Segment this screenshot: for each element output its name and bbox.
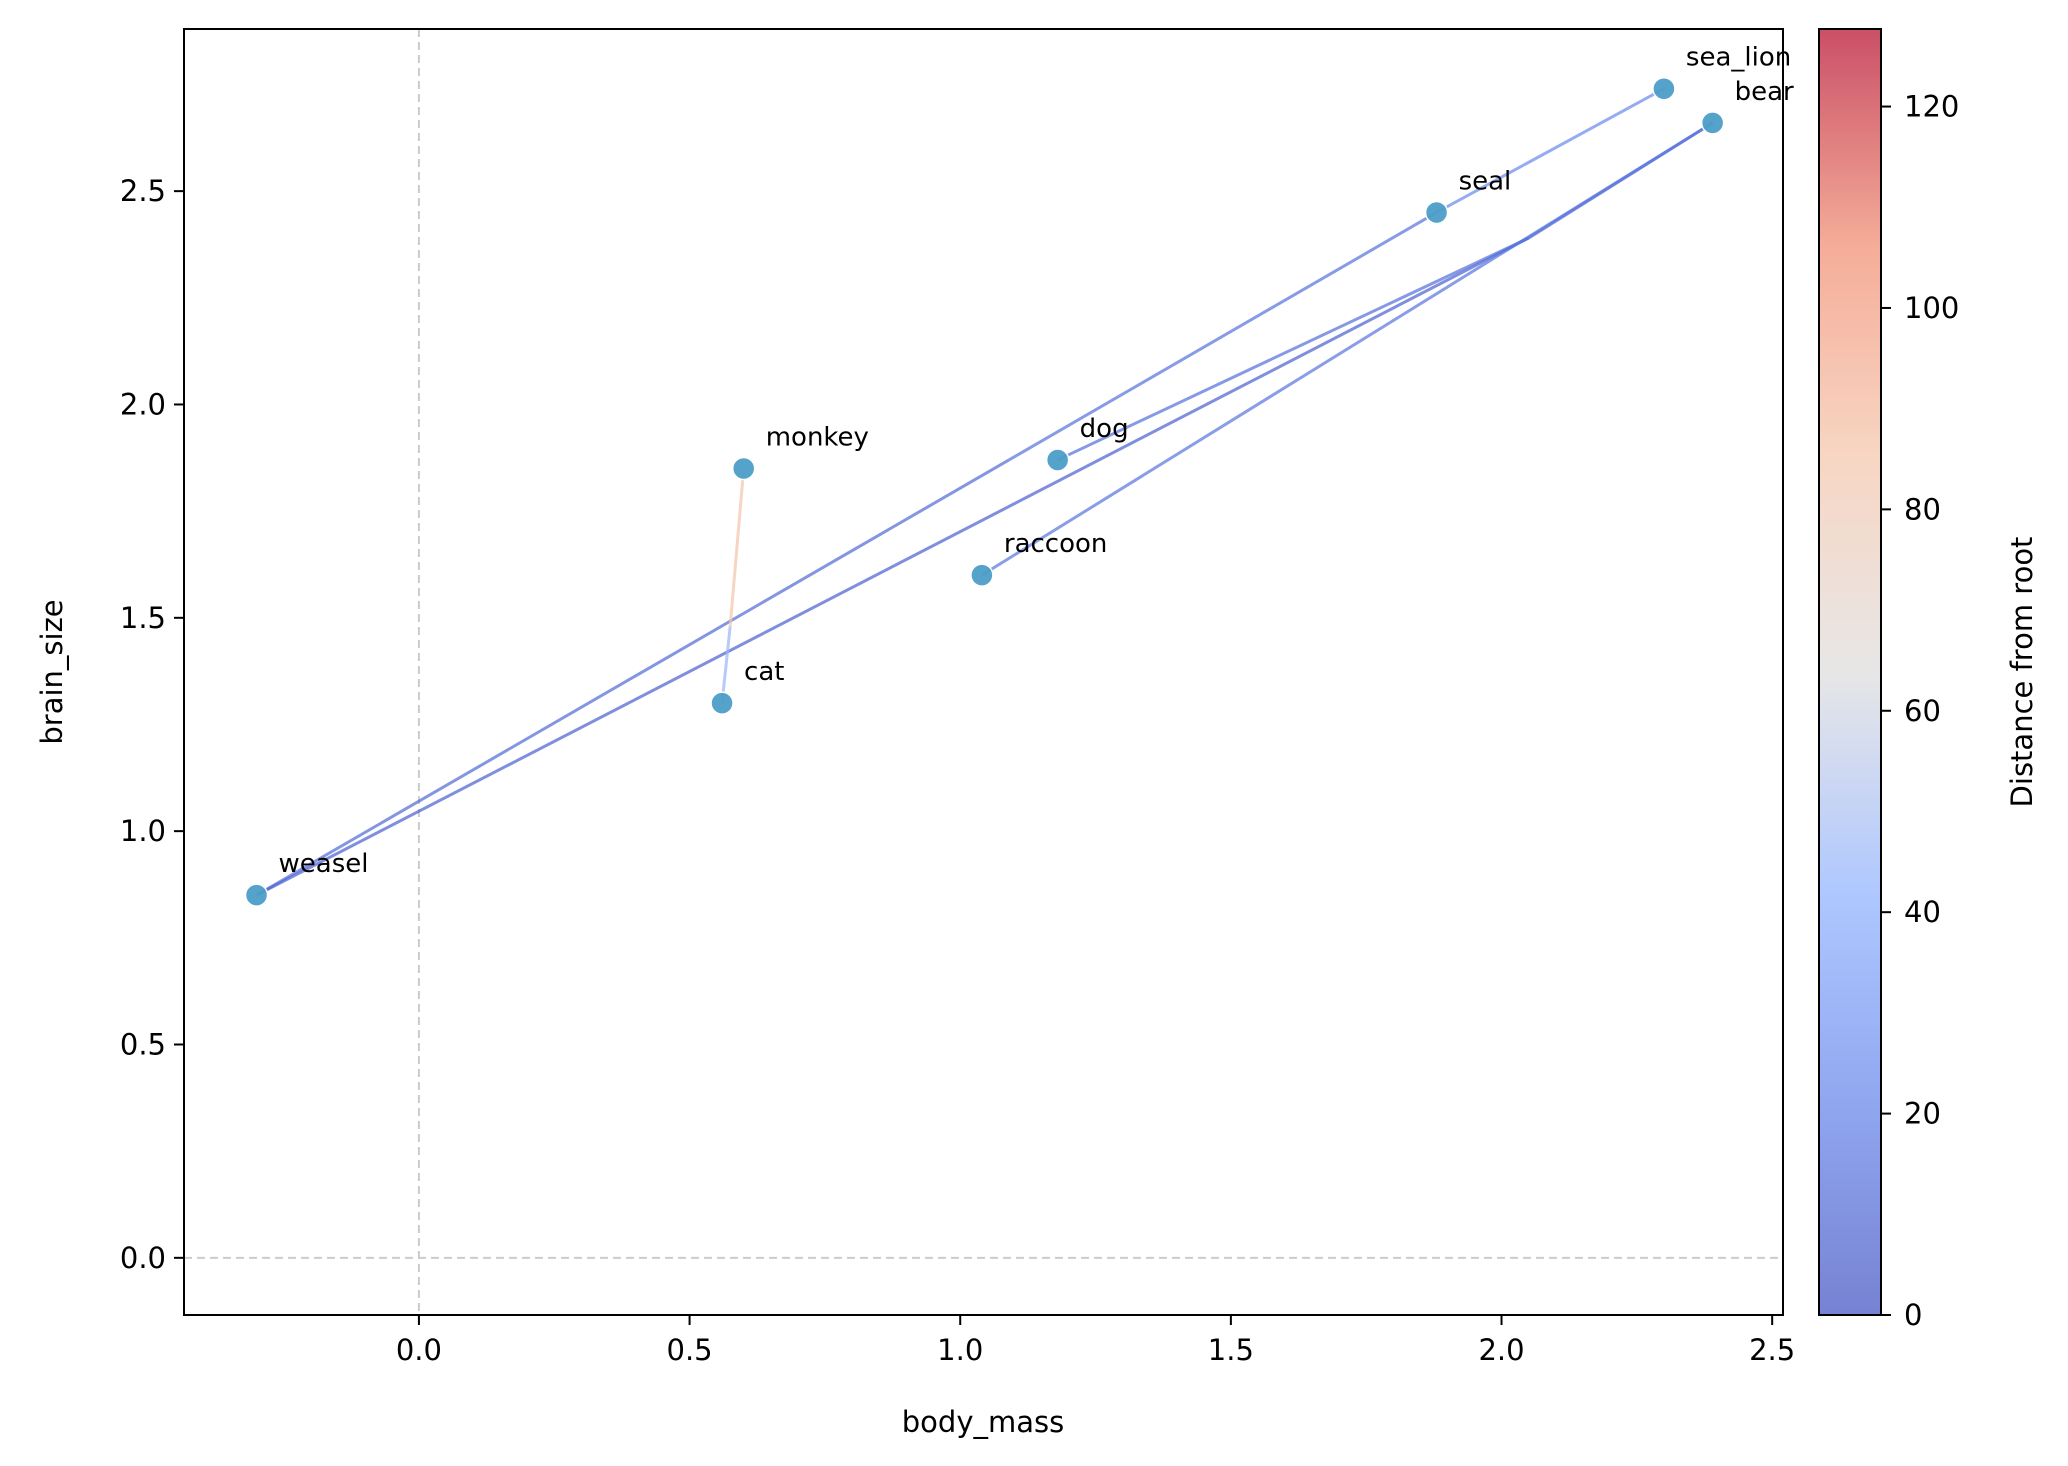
y-axis-label: brain_size: [35, 599, 69, 744]
data-point-dog: [1045, 448, 1070, 472]
colorbar-ticks: 0 20 40 60 80 100 120: [1881, 90, 1959, 1332]
colorbar-frame: [1818, 28, 1882, 1316]
point-label-bear: bear: [1735, 77, 1794, 107]
x-axis-ticks: 0.0 0.5 1.0 1.5 2.0 2.5: [396, 1315, 1795, 1367]
x-tick-label: 2.0: [1478, 1333, 1524, 1367]
y-tick-label: 0.5: [120, 1027, 166, 1061]
colorbar-tick-label: 80: [1904, 492, 1941, 526]
data-point-cat: [710, 691, 734, 715]
point-label-raccoon: raccoon: [1004, 529, 1108, 559]
data-point-sea_lion: [1652, 76, 1676, 101]
tree-branch: [1057, 236, 1530, 462]
colorbar-tick-label: 40: [1904, 895, 1941, 929]
reference-lines: [184, 29, 1783, 1315]
tree-branch: [720, 626, 732, 704]
y-axis-ticks: 0.0 0.5 1.0 1.5 2.0 2.5: [120, 174, 184, 1275]
colorbar-tick-label: 120: [1904, 90, 1959, 124]
x-axis-label: body_mass: [902, 1405, 1064, 1439]
tree-branch: [255, 458, 1010, 897]
point-label-cat: cat: [744, 657, 784, 687]
colorbar: 0 20 40 60 80 100 120 Distance from root: [1818, 28, 2039, 1332]
point-labels: weasel cat monkey raccoon dog seal sea_lionbea…: [279, 43, 1795, 879]
tree-branch: [981, 121, 1714, 577]
data-point-raccoon: [970, 563, 994, 587]
x-tick-label: 2.5: [1749, 1333, 1795, 1367]
data-point-bear: [1700, 111, 1725, 135]
tree-branch: [1435, 87, 1665, 214]
colorbar-tick-label: 0: [1904, 1298, 1922, 1332]
colorbar-label: Distance from root: [2005, 537, 2039, 808]
point-label-seal: seal: [1459, 166, 1512, 196]
colorbar-tick-label: 60: [1904, 694, 1941, 728]
x-tick-label: 1.0: [937, 1333, 983, 1367]
tree-branch: [728, 468, 746, 627]
plot-frame: [183, 28, 1784, 1316]
tree-branch: [255, 236, 1530, 897]
x-tick-label: 1.5: [1208, 1333, 1254, 1367]
data-point-seal: [1424, 200, 1449, 225]
y-tick-label: 1.5: [120, 601, 166, 635]
tree-branches: [255, 87, 1714, 897]
point-label-weasel: weasel: [279, 849, 369, 879]
colorbar-tick-label: 100: [1904, 291, 1959, 325]
point-label-sea_lion: sea_lion: [1686, 43, 1791, 73]
colorbar-tick-label: 20: [1904, 1097, 1941, 1131]
y-tick-label: 2.0: [120, 387, 166, 421]
x-tick-label: 0.0: [396, 1333, 442, 1367]
y-tick-label: 0.0: [120, 1241, 166, 1275]
data-point-weasel: [244, 883, 269, 907]
colorbar-gradient: [1819, 29, 1881, 1315]
point-label-monkey: monkey: [766, 422, 869, 452]
y-tick-label: 2.5: [120, 174, 166, 208]
tree-branch: [1008, 211, 1438, 462]
y-tick-label: 1.0: [120, 814, 166, 848]
data-points: [244, 76, 1725, 907]
point-label-dog: dog: [1080, 414, 1129, 444]
x-tick-label: 0.5: [667, 1333, 713, 1367]
data-point-monkey: [731, 456, 756, 481]
